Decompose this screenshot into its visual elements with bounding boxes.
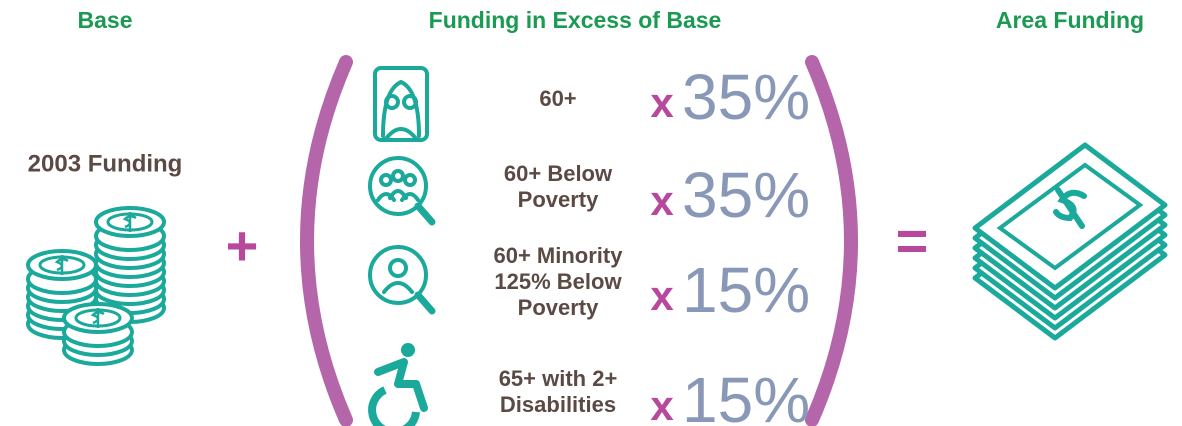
row-label: 125% Below — [494, 269, 622, 294]
header-area: Area Funding — [996, 7, 1144, 33]
percent: 35% — [682, 159, 810, 231]
wheelchair-icon — [368, 343, 428, 426]
coin-dollar — [90, 308, 105, 328]
bill-dollar — [1053, 187, 1087, 229]
right-parenthesis — [805, 55, 858, 426]
base-label: 2003 Funding — [28, 150, 183, 177]
percent: 15% — [682, 254, 810, 326]
left-parenthesis — [300, 55, 353, 426]
times-sign: x — [650, 79, 674, 126]
row-label: Poverty — [518, 295, 599, 320]
equals-sign: = — [896, 209, 929, 272]
percent: 35% — [682, 61, 810, 133]
header-excess: Funding in Excess of Base — [429, 7, 722, 33]
times-sign: x — [650, 382, 674, 426]
senior-icon — [373, 66, 429, 142]
coin-dollar — [122, 212, 137, 232]
header-base: Base — [78, 7, 133, 33]
row-label: Poverty — [518, 187, 599, 212]
times-sign: x — [650, 177, 674, 224]
row-label: Disabilities — [500, 392, 616, 417]
row-label: 60+ Minority — [494, 243, 624, 268]
bill-inner — [996, 162, 1144, 271]
times-sign: x — [650, 272, 674, 319]
plus-sign: + — [226, 214, 259, 277]
coin-dollar — [54, 255, 69, 275]
coins-icon — [26, 206, 166, 366]
money-stack-icon — [972, 142, 1168, 341]
row-label: 65+ with 2+ — [499, 366, 618, 391]
row-label: 60+ Below — [504, 161, 613, 186]
poverty-icon — [368, 156, 436, 226]
minority-icon — [368, 245, 436, 315]
percent: 15% — [682, 364, 810, 426]
row-label: 60+ — [539, 86, 576, 111]
